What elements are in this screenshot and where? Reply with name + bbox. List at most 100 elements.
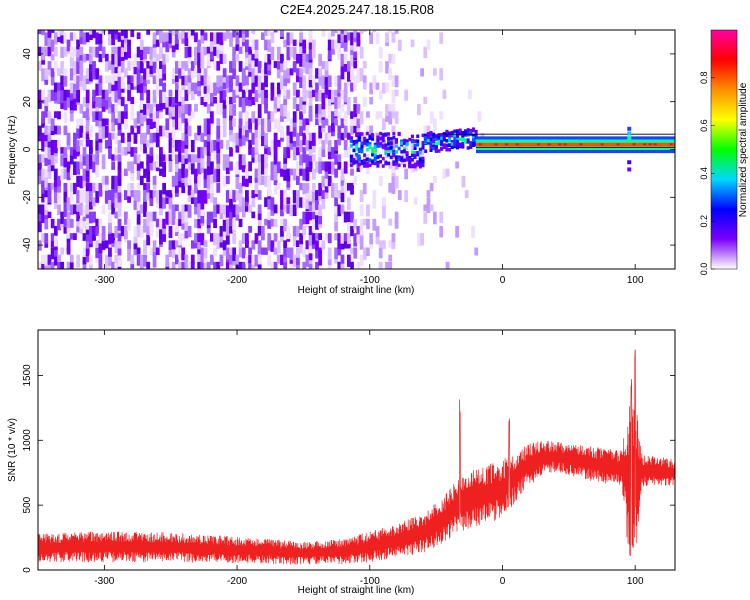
spectrogram-cell <box>327 96 332 106</box>
spectrogram-cell <box>267 147 272 156</box>
spectrogram-cell <box>178 89 182 102</box>
spectrogram-cell <box>95 118 100 127</box>
spectrogram-cell <box>270 111 275 122</box>
spectrogram-cell <box>76 161 81 175</box>
spectrogram-cell <box>292 46 297 60</box>
colorbar-gradient <box>711 30 737 269</box>
spectrogram-cell <box>394 150 398 154</box>
spectrogram-cell <box>171 104 176 117</box>
spectrogram-cell <box>171 240 176 250</box>
spectrogram-cell <box>321 96 326 110</box>
spectrogram-cell <box>149 154 154 163</box>
spectrogram-cell <box>340 182 345 193</box>
spectrogram-cell <box>402 163 406 168</box>
spectrogram-cell <box>178 68 182 79</box>
colorbar-label: Normalized spectral amplitude <box>738 82 749 217</box>
spectrogram-cell <box>143 204 147 217</box>
spectrogram-cell <box>405 157 409 162</box>
spectrogram-cell <box>181 104 186 114</box>
spectrogram-cell <box>346 218 351 232</box>
spectrogram-cell <box>222 125 227 138</box>
spectrogram-cell <box>254 233 259 244</box>
spectrogram-cell <box>222 204 227 215</box>
spectrogram-cell <box>260 32 265 40</box>
spectrogram-cell <box>41 204 45 216</box>
spectrogram-cell <box>174 190 179 197</box>
spectrogram-cell <box>130 82 135 90</box>
spectrogram-cell <box>41 68 45 82</box>
spectrogram-cell <box>171 211 176 225</box>
spectrogram-cell <box>305 154 310 168</box>
spectrogram-cell <box>432 135 436 139</box>
spectrogram-cell <box>181 132 186 141</box>
spectrogram-cell <box>353 218 358 230</box>
spectrogram-cell <box>209 190 214 203</box>
spectrogram-cell <box>222 104 227 114</box>
spectrogram-cell <box>178 168 182 182</box>
spectrogram-cell <box>229 261 233 269</box>
spectrogram-cells <box>38 30 675 269</box>
spectrogram-cell <box>139 111 144 124</box>
spectrogram-cell <box>174 75 179 83</box>
spectrogram-cell <box>114 154 119 161</box>
spectrogram-cell <box>92 96 96 109</box>
spectrogram-cell <box>299 125 303 137</box>
spectrogram-cell <box>365 157 369 162</box>
snr-x-axis-label: Height of straight line (km) <box>298 585 415 596</box>
spectrogram-cell <box>373 157 377 162</box>
spectrogram-cell <box>340 261 345 269</box>
spectrogram-cell <box>92 197 96 207</box>
spectrogram-cell <box>159 32 163 44</box>
spectrogram-cell <box>206 261 211 269</box>
spectrogram-cell <box>111 75 116 85</box>
spectrogram-cell <box>331 30 335 37</box>
spectrogram-cell <box>458 137 462 141</box>
spectrogram-cell <box>264 175 268 187</box>
spectrogram-cell <box>171 261 176 269</box>
spectrogram-cell <box>152 240 157 253</box>
spectrogram-cell <box>190 154 195 164</box>
spectrogram-cell <box>209 175 214 184</box>
spectrogram-cell <box>47 125 52 134</box>
spectrogram-cell <box>88 211 93 224</box>
spectrogram-cell <box>289 125 294 140</box>
spectrogram-cell <box>50 89 55 101</box>
spectrogram-cell <box>373 149 377 153</box>
snr-series-line <box>38 349 675 565</box>
spectrogram-cell <box>57 68 61 76</box>
spectrogram-cell <box>200 61 205 69</box>
spectrogram-cell <box>127 247 131 262</box>
spectrogram-cell <box>88 154 93 167</box>
spectrogram-cell <box>248 125 252 133</box>
spectrogram-cell <box>458 142 462 147</box>
spectrogram-cell <box>203 75 208 87</box>
spectrogram-cell <box>366 111 370 118</box>
spectrogram-cell <box>346 68 351 82</box>
spectrogram-cell <box>92 225 96 234</box>
spectrogram-cell <box>76 125 81 139</box>
spectrogram-cell <box>95 254 100 263</box>
spectrogram-cell <box>209 233 214 242</box>
spectrogram-cell <box>350 46 354 55</box>
spectrogram-cell <box>149 139 154 148</box>
spectrogram-cell <box>53 168 58 181</box>
spectrogram-cell <box>349 163 353 168</box>
spectrogram-cell <box>254 46 259 59</box>
spectrogram-cell <box>184 254 189 263</box>
spectrogram-cell <box>264 247 268 255</box>
spectrogram-cell <box>200 154 205 168</box>
spectrogram-cell <box>440 146 444 151</box>
spectrogram-cell <box>381 197 386 206</box>
spectrogram-cell <box>165 154 170 162</box>
snr-y-tick-label: 500 <box>22 496 33 513</box>
spectrogram-cell <box>241 161 246 173</box>
spectrogram-cell <box>98 30 103 34</box>
spectrogram-cell <box>429 111 434 124</box>
spectrogram-cell <box>136 46 141 58</box>
spectrogram-cell <box>410 153 414 158</box>
spectrogram-cell <box>324 82 329 95</box>
spectrogram-cell <box>117 247 122 256</box>
spectrogram-cell <box>171 32 176 46</box>
spectrogram-cell <box>200 147 205 159</box>
